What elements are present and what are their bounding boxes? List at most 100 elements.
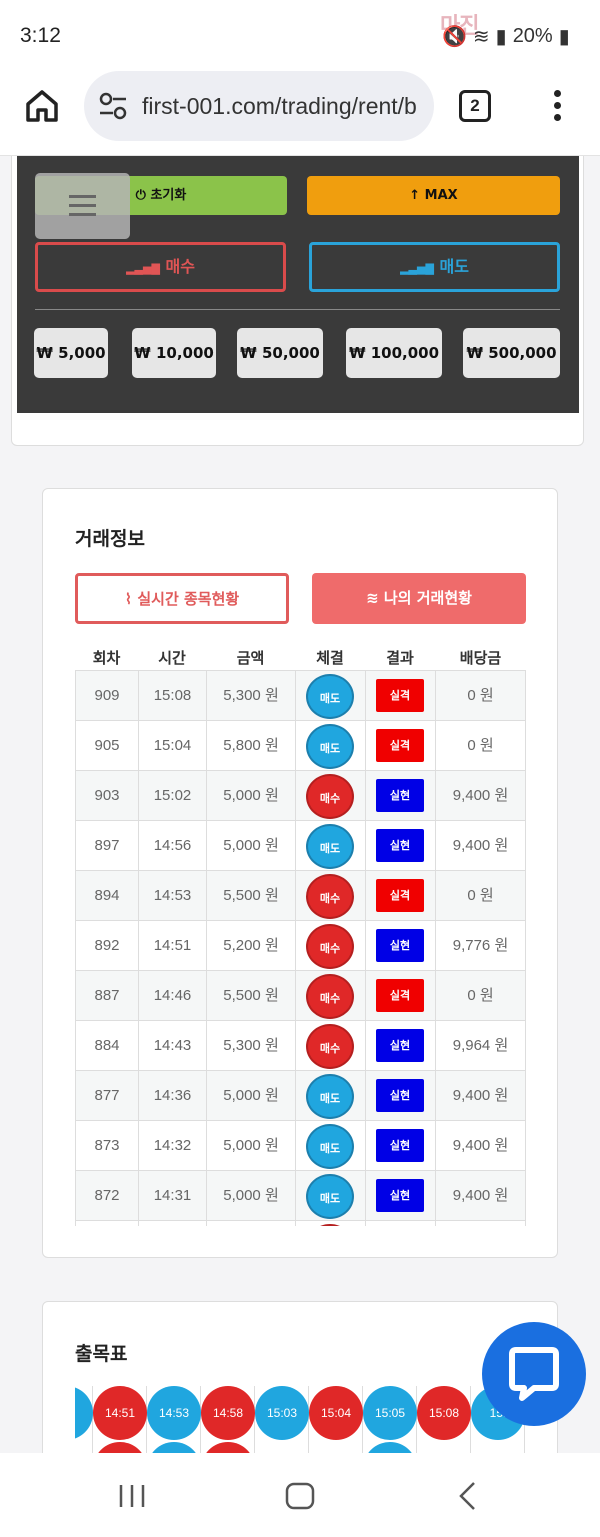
divider bbox=[35, 309, 560, 310]
table-row: 892 14:51 5,200 원 매수 실현 9,776 원 bbox=[75, 921, 526, 971]
table-row: 897 14:56 5,000 원 매도 실현 9,400 원 bbox=[75, 821, 526, 871]
cell-result: 실현 bbox=[365, 1171, 435, 1221]
amount-100000-button[interactable]: ₩ 100,000 bbox=[346, 328, 442, 378]
cell-execution: 매수 bbox=[295, 971, 365, 1021]
grid-line bbox=[362, 1386, 363, 1453]
table-row: 905 15:04 5,800 원 매도 실격 0 원 bbox=[75, 721, 526, 771]
cell-result: 실현 bbox=[365, 1121, 435, 1171]
table-row bbox=[75, 1221, 526, 1226]
bar-chart-icon: ▂▃▅▇ bbox=[126, 262, 160, 275]
result-badge: 실현 bbox=[376, 829, 424, 862]
cell-time: 14:31 bbox=[138, 1171, 206, 1221]
col-time: 시간 bbox=[158, 649, 186, 667]
cell-round: 909 bbox=[75, 671, 138, 721]
outcome-circle bbox=[363, 1442, 417, 1453]
cell-amount: 5,000 원 bbox=[206, 1071, 295, 1121]
recent-apps-icon[interactable] bbox=[117, 1483, 147, 1509]
cell-result: 실격 bbox=[365, 971, 435, 1021]
outcome-title: 출목표 bbox=[75, 1343, 128, 1365]
cell-payout: 9,964 원 bbox=[435, 1021, 526, 1071]
watermark-logo: 마진 bbox=[440, 14, 479, 39]
cell-time: 15:08 bbox=[138, 671, 206, 721]
trade-table-body[interactable]: 909 15:08 5,300 원 매도 실격 0 원 905 15:04 5,800 원 매도 실… bbox=[75, 670, 526, 1226]
cell-result: 실격 bbox=[365, 871, 435, 921]
outcome-circle bbox=[147, 1442, 201, 1453]
cell-round: 877 bbox=[75, 1071, 138, 1121]
result-badge: 실현 bbox=[376, 1129, 424, 1162]
cell-amount: 5,000 원 bbox=[206, 821, 295, 871]
table-row: 884 14:43 5,300 원 매수 실현 9,964 원 bbox=[75, 1021, 526, 1071]
cell-execution: 매수 bbox=[295, 871, 365, 921]
col-amount: 금액 bbox=[236, 649, 265, 667]
cell-amount: 5,000 원 bbox=[206, 1121, 295, 1171]
home-icon[interactable] bbox=[22, 86, 62, 126]
cell-amount: 5,000 원 bbox=[206, 771, 295, 821]
result-badge: 실격 bbox=[376, 729, 424, 762]
tab-switcher-button[interactable]: 2 bbox=[459, 90, 491, 122]
cell-payout: 9,400 원 bbox=[435, 821, 526, 871]
address-bar[interactable]: first-001.com/trading/rent/b bbox=[84, 71, 434, 141]
sell-button[interactable]: ▂▃▅▇ 매도 bbox=[309, 242, 560, 292]
amount-500000-button[interactable]: ₩ 500,000 bbox=[463, 328, 560, 378]
status-icons: 🔇 ≋ ▮ 20% ▮ bbox=[442, 24, 570, 49]
cell-amount bbox=[206, 1221, 295, 1226]
cell-time: 14:43 bbox=[138, 1021, 206, 1071]
outcome-circle: 15:04 bbox=[309, 1386, 363, 1440]
grid-line bbox=[308, 1386, 309, 1453]
cell-time: 14:46 bbox=[138, 971, 206, 1021]
buy-button[interactable]: ▂▃▅▇ 매수 bbox=[35, 242, 286, 292]
tab-my-trades[interactable]: ≋ 나의 거래현황 bbox=[312, 573, 526, 624]
side-badge bbox=[306, 1224, 354, 1226]
cell-execution: 매도 bbox=[295, 671, 365, 721]
cell-execution: 매수 bbox=[295, 771, 365, 821]
bar-chart-icon: ▂▃▅▇ bbox=[400, 262, 434, 275]
side-badge: 매도 bbox=[306, 674, 354, 719]
result-badge: 실격 bbox=[376, 679, 424, 712]
android-nav-bar bbox=[0, 1453, 600, 1537]
cell-execution: 매도 bbox=[295, 1171, 365, 1221]
table-row: 877 14:36 5,000 원 매도 실현 9,400 원 bbox=[75, 1071, 526, 1121]
cell-result: 실현 bbox=[365, 921, 435, 971]
hamburger-menu-button[interactable] bbox=[35, 173, 130, 239]
cell-result: 실현 bbox=[365, 821, 435, 871]
chat-button[interactable] bbox=[482, 1322, 586, 1426]
buy-label: 매수 bbox=[165, 257, 195, 276]
battery-icon: ▮ bbox=[558, 26, 570, 48]
cell-result: 실현 bbox=[365, 771, 435, 821]
cell-time: 14:51 bbox=[138, 921, 206, 971]
cell-execution: 매도 bbox=[295, 721, 365, 771]
outcome-circle: 14:53 bbox=[147, 1386, 201, 1440]
cell-time: 14:36 bbox=[138, 1071, 206, 1121]
cell-round: 903 bbox=[75, 771, 138, 821]
more-menu-icon[interactable] bbox=[552, 90, 562, 124]
cell-result: 실격 bbox=[365, 721, 435, 771]
sell-label: 매도 bbox=[439, 257, 469, 276]
back-icon[interactable] bbox=[456, 1481, 480, 1511]
cell-execution: 매도 bbox=[295, 1121, 365, 1171]
cell-execution: 매수 bbox=[295, 1021, 365, 1071]
list-icon: ≋ bbox=[366, 589, 379, 607]
amount-5000-button[interactable]: ₩ 5,000 bbox=[34, 328, 108, 378]
side-badge: 매수 bbox=[306, 924, 354, 969]
site-settings-icon[interactable] bbox=[98, 91, 128, 121]
grid-line bbox=[146, 1386, 147, 1453]
tab-my-trades-label: 나의 거래현황 bbox=[383, 589, 472, 607]
outcome-circle: 50 bbox=[75, 1386, 93, 1440]
cell-payout: 9,400 원 bbox=[435, 771, 526, 821]
tab-realtime-status[interactable]: ⌇ 실시간 종목현황 bbox=[75, 573, 289, 624]
home-nav-icon[interactable] bbox=[284, 1481, 316, 1511]
amount-50000-button[interactable]: ₩ 50,000 bbox=[237, 328, 323, 378]
side-badge: 매도 bbox=[306, 1074, 354, 1119]
pulse-icon: ⌇ bbox=[124, 590, 133, 608]
table-row: 903 15:02 5,000 원 매수 실현 9,400 원 bbox=[75, 771, 526, 821]
cell-round: 887 bbox=[75, 971, 138, 1021]
result-badge: 실현 bbox=[376, 929, 424, 962]
max-button[interactable]: ↑ MAX bbox=[307, 176, 560, 215]
amount-10000-button[interactable]: ₩ 10,000 bbox=[132, 328, 216, 378]
side-badge: 매수 bbox=[306, 974, 354, 1019]
cell-time bbox=[138, 1221, 206, 1226]
cell-result bbox=[365, 1221, 435, 1226]
side-badge: 매도 bbox=[306, 1174, 354, 1219]
cell-round bbox=[75, 1221, 138, 1226]
